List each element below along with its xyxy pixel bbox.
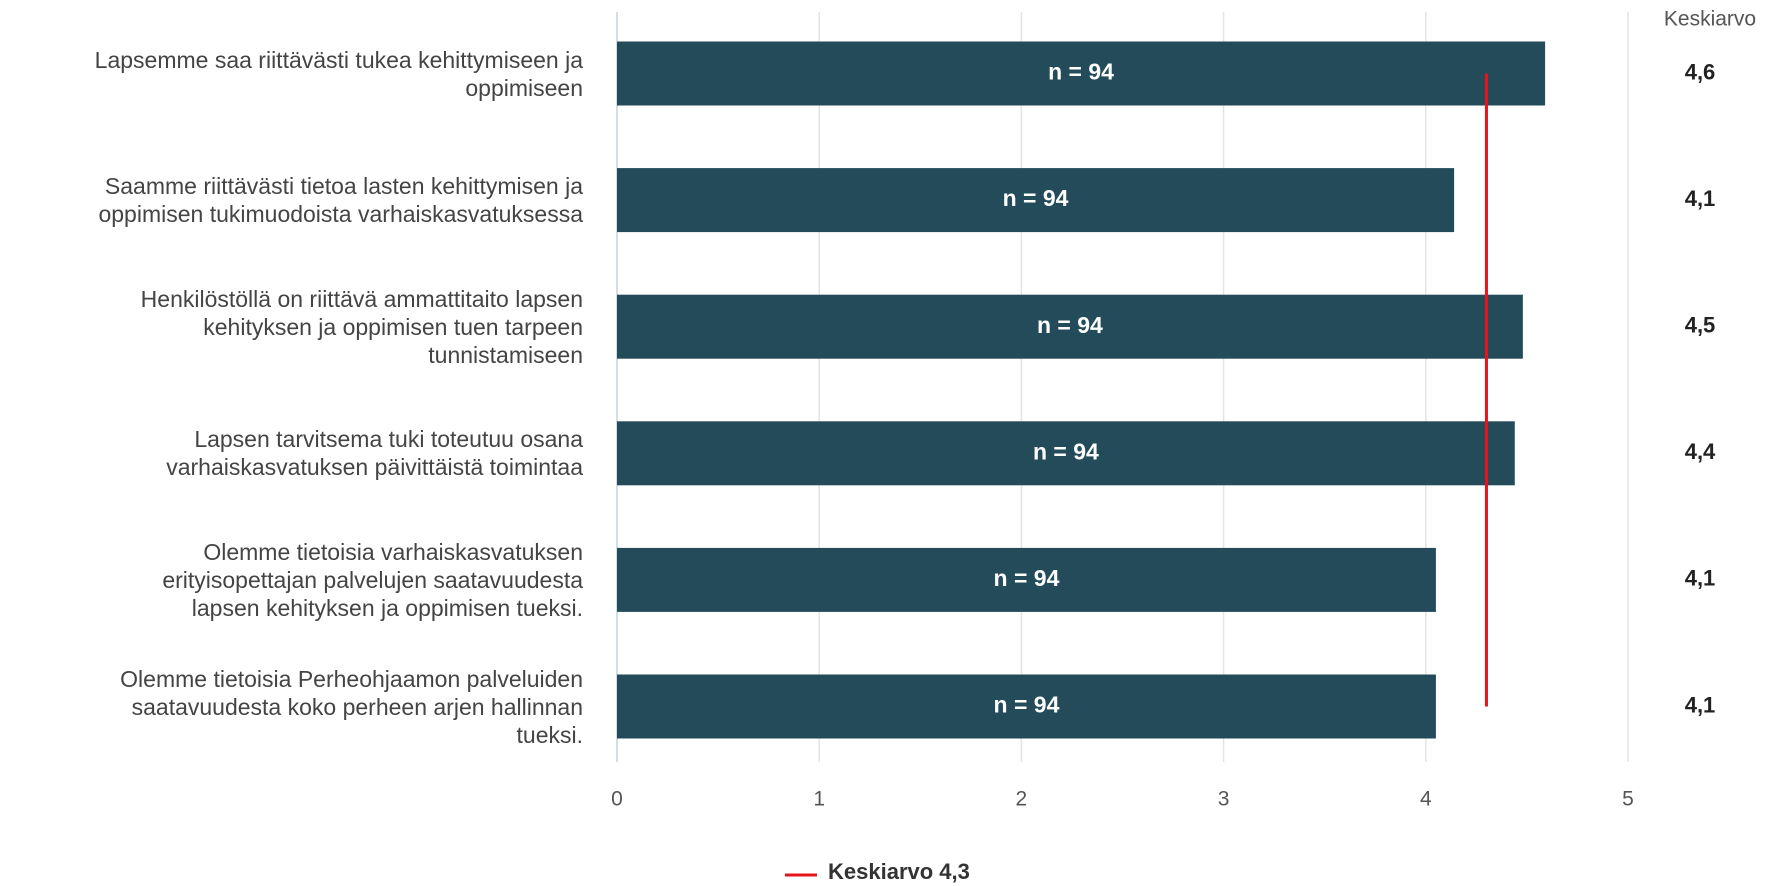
x-tick-label: 3 bbox=[1218, 788, 1230, 811]
value-label: 4,5 bbox=[1685, 313, 1716, 338]
value-label: 4,4 bbox=[1685, 439, 1716, 464]
category-label: Olemme tietoisia Perheohjaamon palveluid… bbox=[120, 665, 583, 748]
x-tick-label: 2 bbox=[1016, 788, 1028, 811]
bar-n-label: n = 94 bbox=[1033, 438, 1099, 464]
bar bbox=[617, 547, 1436, 612]
bar-n-label: n = 94 bbox=[1037, 312, 1103, 338]
x-tick-label: 5 bbox=[1622, 788, 1634, 811]
x-tick-label: 4 bbox=[1420, 788, 1432, 811]
category-label: Lapsemme saa riittävästi tukea kehittymi… bbox=[94, 46, 583, 101]
bar bbox=[617, 168, 1455, 233]
bar-n-label: n = 94 bbox=[994, 565, 1060, 591]
bar-n-label: n = 94 bbox=[994, 692, 1060, 718]
category-label: Henkilöstöllä on riittävä ammattitaito l… bbox=[140, 285, 583, 368]
bar-n-label: n = 94 bbox=[1048, 59, 1114, 85]
bar bbox=[617, 421, 1515, 486]
value-column-title: Keskiarvo bbox=[1664, 8, 1756, 31]
category-label: Saamme riittävästi tietoa lasten kehitty… bbox=[98, 173, 583, 228]
bar bbox=[617, 674, 1436, 739]
value-label: 4,1 bbox=[1685, 692, 1716, 717]
bar bbox=[617, 41, 1546, 106]
legend-label: Keskiarvo 4,3 bbox=[828, 859, 970, 884]
bar bbox=[617, 294, 1523, 359]
x-tick-label: 0 bbox=[611, 788, 623, 811]
category-label: Olemme tietoisia varhaiskasvatuksen erit… bbox=[162, 538, 583, 621]
value-label: 4,1 bbox=[1685, 186, 1716, 211]
x-tick-label: 1 bbox=[813, 788, 825, 811]
value-label: 4,6 bbox=[1685, 59, 1716, 84]
bar-n-label: n = 94 bbox=[1003, 185, 1069, 211]
value-label: 4,1 bbox=[1685, 566, 1716, 591]
category-label: Lapsen tarvitsema tuki toteutuu osana va… bbox=[166, 426, 583, 481]
